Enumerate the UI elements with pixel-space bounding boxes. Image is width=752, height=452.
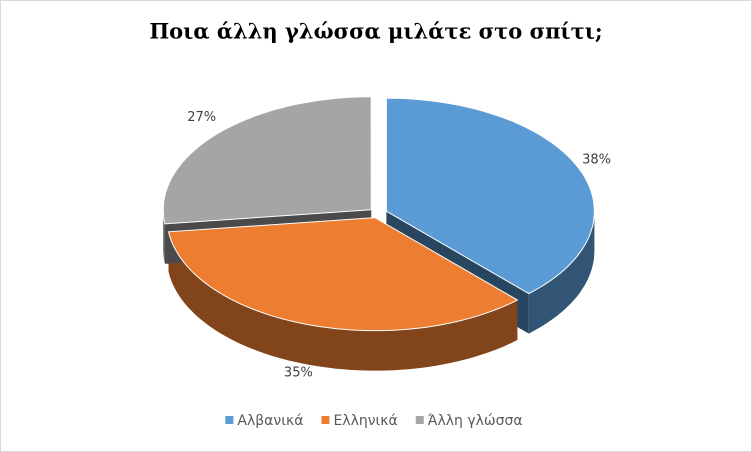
legend-marker xyxy=(225,416,234,424)
legend-marker xyxy=(415,416,424,424)
pie-slice xyxy=(162,96,372,225)
data-label: 27% xyxy=(187,110,216,125)
legend-label: Ελληνικά xyxy=(333,413,397,429)
slice-side xyxy=(168,231,518,371)
data-label: 38% xyxy=(582,152,611,167)
legend-label: Αλβανικά xyxy=(237,413,303,429)
legend: Αλβανικά Ελληνικά Άλλη γλώσσα xyxy=(225,413,523,429)
data-label: 35% xyxy=(284,366,313,381)
pie-slice xyxy=(167,217,519,332)
legend-marker xyxy=(321,416,330,424)
legend-label: Άλλη γλώσσα xyxy=(428,413,523,429)
pie-slice xyxy=(385,97,595,295)
chart-title: Ποια άλλη γλώσσα μιλάτε στο σπίτι; xyxy=(149,19,602,44)
